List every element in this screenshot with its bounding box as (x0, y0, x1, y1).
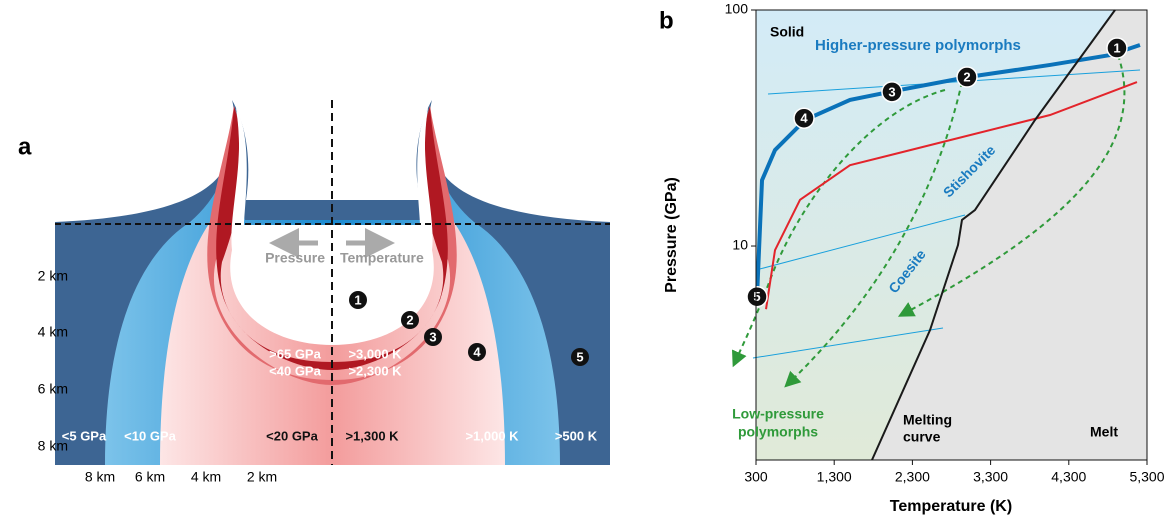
annotation: Higher-pressure polymorphs (815, 37, 1021, 54)
point-label: 5 (753, 289, 760, 304)
width-label: 8 km (85, 469, 115, 485)
depth-label: 4 km (38, 324, 68, 340)
annotation: Low-pressure (732, 406, 824, 422)
zone-label: >3,000 K (348, 346, 402, 361)
arrow-label: Pressure (265, 250, 325, 266)
width-label: 4 km (191, 469, 221, 485)
annotation: Solid (770, 24, 804, 40)
crater-diagram: a 2 km 4 km 6 km 8 km 8 km 6 km 4 km 2 k… (18, 100, 610, 485)
zone-label: <40 GPa (269, 363, 321, 378)
y-tick-label: 100 (725, 1, 749, 17)
zone-label: >500 K (555, 428, 598, 443)
point-label: 2 (963, 69, 970, 84)
zone-label: <10 GPa (124, 428, 176, 443)
point-label: 3 (888, 84, 895, 99)
arrow-label: Temperature (340, 250, 424, 266)
annotation: Melting (903, 412, 952, 428)
figure: a 2 km 4 km 6 km 8 km 8 km 6 km 4 km 2 k… (0, 0, 1170, 519)
annotation: Melt (1090, 424, 1118, 440)
zone-label: >1,300 K (345, 428, 399, 443)
zone-number: 3 (429, 329, 436, 344)
x-tick-label: 2,300 (895, 469, 930, 485)
y-axis-title: Pressure (GPa) (663, 177, 680, 293)
x-axis-title: Temperature (K) (890, 498, 1012, 515)
width-label: 2 km (247, 469, 277, 485)
zone-label: <5 GPa (62, 428, 107, 443)
zone-number: 1 (354, 292, 361, 307)
zone-number: 2 (406, 312, 413, 327)
phase-chart: 300 1,300 2,300 3,300 4,300 5,300 10 100 1 2 3 4 5 b… (659, 1, 1165, 516)
zone-number: 4 (473, 344, 481, 359)
zone-label: <20 GPa (266, 428, 318, 443)
x-tick-label: 5,300 (1129, 469, 1164, 485)
x-tick-label: 1,300 (817, 469, 852, 485)
x-tick-label: 4,300 (1051, 469, 1086, 485)
annotation: curve (903, 429, 941, 445)
width-label: 6 km (135, 469, 165, 485)
depth-label: 6 km (38, 381, 68, 397)
zone-number: 5 (576, 349, 583, 364)
zone-label: >1,000 K (465, 428, 519, 443)
zone-label: >65 GPa (269, 346, 321, 361)
annotation: polymorphs (738, 424, 818, 440)
depth-label: 2 km (38, 268, 68, 284)
x-tick-label: 3,300 (973, 469, 1008, 485)
zone-label: >2,300 K (348, 363, 402, 378)
panel-label: b (659, 7, 674, 34)
y-tick-label: 10 (732, 237, 748, 253)
point-label: 1 (1113, 40, 1120, 55)
point-label: 4 (800, 111, 808, 126)
x-tick-label: 300 (744, 469, 768, 485)
panel-label: a (18, 133, 32, 160)
